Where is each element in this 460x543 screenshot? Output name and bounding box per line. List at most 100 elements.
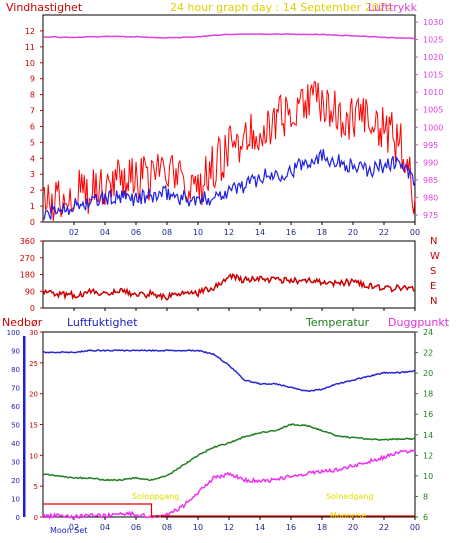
wind-tick-label: 5	[30, 138, 35, 147]
time-tick-label: 02	[69, 228, 79, 237]
moonset-label: Moon Set	[50, 526, 87, 535]
compass-label: N	[430, 236, 437, 247]
time-tick-label: 06	[131, 228, 141, 237]
lower-time-tick-label: 00	[410, 523, 420, 532]
time-tick-label: 00	[410, 228, 420, 237]
wind-gust-line	[42, 81, 416, 221]
wind-tick-label: 7	[30, 107, 35, 116]
lower-time-tick-label: 12	[224, 523, 234, 532]
wind-pressure-plot: 0123456789101112975980985990995100010051…	[25, 18, 444, 237]
pressure-tick-label: 975	[423, 211, 438, 220]
pressure-tick-label: 1025	[423, 36, 443, 45]
temperature-tick-label: 14	[423, 431, 433, 440]
wind-tick-label: 4	[30, 154, 35, 163]
direction-frame	[42, 240, 416, 309]
time-tick-label: 10	[193, 228, 203, 237]
temperature-tick-label: 10	[423, 472, 433, 481]
rain-title: Nedbør	[2, 316, 43, 329]
temperature-tick-label: 24	[423, 328, 433, 337]
lower-time-tick-label: 16	[286, 523, 296, 532]
wind-tick-label: 9	[30, 75, 35, 84]
wind-tick-label: 3	[30, 170, 35, 179]
wind-speed-title: Vindhastighet	[6, 1, 83, 14]
lower-time-tick-label: 14	[255, 523, 265, 532]
pressure-tick-label: 1000	[423, 123, 443, 132]
lower-time-tick-label: 08	[162, 523, 172, 532]
compass-label: S	[430, 266, 436, 277]
humidity-tick-label: 60	[11, 403, 20, 411]
wind-tick-label: 12	[25, 27, 35, 36]
compass-label: W	[430, 251, 440, 262]
rain-tick-label: 10	[29, 452, 38, 460]
direction-tick-label: 360	[20, 237, 35, 246]
humidity-tick-label: 30	[11, 459, 20, 467]
rain-line	[43, 503, 415, 517]
humidity-tick-label: 10	[11, 496, 20, 504]
pressure-tick-label: 985	[423, 176, 438, 185]
time-tick-label: 04	[100, 228, 110, 237]
humidity-tick-label: 50	[11, 422, 20, 430]
dewpoint-title: Duggpunkt	[388, 316, 450, 329]
humidity-axis-bar	[23, 336, 26, 517]
humidity-tick-label: 70	[11, 385, 20, 393]
lower-time-tick-label: 06	[131, 523, 141, 532]
wind-tick-label: 6	[30, 122, 35, 131]
lower-time-tick-label: 22	[379, 523, 389, 532]
dewpoint-line	[42, 448, 416, 520]
pressure-tick-label: 1015	[423, 71, 443, 80]
temperature-tick-label: 12	[423, 451, 433, 460]
humidity-tick-label: 90	[11, 348, 20, 356]
pressure-title: Lufttrykk	[368, 1, 418, 14]
humidity-line	[42, 349, 416, 393]
temperature-tick-label: 6	[423, 513, 428, 522]
compass-label: E	[430, 281, 436, 292]
temperature-tick-label: 16	[423, 410, 433, 419]
graph-title: 24 hour graph day : 14 September 2024	[170, 1, 393, 14]
pressure-tick-label: 1030	[423, 18, 443, 27]
pressure-tick-label: 1020	[423, 53, 443, 62]
wind-tick-label: 2	[30, 186, 35, 195]
wind-tick-label: 11	[25, 43, 35, 52]
lower-time-tick-label: 20	[348, 523, 358, 532]
time-tick-label: 12	[224, 228, 234, 237]
time-tick-label: 22	[379, 228, 389, 237]
temperature-tick-label: 8	[423, 492, 428, 501]
temperature-title: Temperatur	[305, 316, 370, 329]
lower-time-tick-label: 10	[193, 523, 203, 532]
time-tick-label: 14	[255, 228, 265, 237]
lower-time-tick-label: 18	[317, 523, 327, 532]
rain-tick-label: 30	[29, 329, 38, 337]
temperature-line	[42, 423, 416, 482]
pressure-tick-label: 980	[423, 193, 438, 202]
pressure-tick-label: 1005	[423, 106, 443, 115]
sunset-label: Solnedgang	[326, 492, 373, 501]
rain-tick-label: 0	[34, 514, 38, 522]
compass-label: N	[430, 296, 437, 307]
wind-tick-label: 0	[30, 218, 35, 227]
humidity-tick-label: 40	[11, 440, 20, 448]
wind-average-line	[42, 148, 416, 220]
temperature-tick-label: 22	[423, 349, 433, 358]
pressure-tick-label: 990	[423, 158, 438, 167]
wind-tick-label: 1	[30, 202, 35, 211]
lower-time-tick-label: 02	[69, 523, 79, 532]
humidity-tick-label: 0	[16, 514, 20, 522]
lower-time-tick-label: 04	[100, 523, 110, 532]
humidity-title: Luftfuktighet	[67, 316, 138, 329]
direction-tick-label: 90	[25, 287, 35, 296]
direction-tick-label: 270	[20, 254, 35, 263]
sunrise-label: Soloppgang	[132, 492, 179, 501]
temperature-tick-label: 20	[423, 369, 433, 378]
time-tick-label: 20	[348, 228, 358, 237]
moonrise-label: Moonrise	[330, 511, 366, 520]
humidity-temperature-plot: 0102030405060708090100051015202530681012…	[7, 328, 434, 532]
humidity-tick-label: 80	[11, 366, 20, 374]
rain-tick-label: 15	[29, 422, 38, 430]
direction-tick-label: 180	[20, 271, 35, 280]
time-tick-label: 08	[162, 228, 172, 237]
humidity-tick-label: 100	[7, 329, 20, 337]
direction-tick-label: 0	[30, 304, 35, 313]
rain-tick-label: 20	[29, 391, 38, 399]
